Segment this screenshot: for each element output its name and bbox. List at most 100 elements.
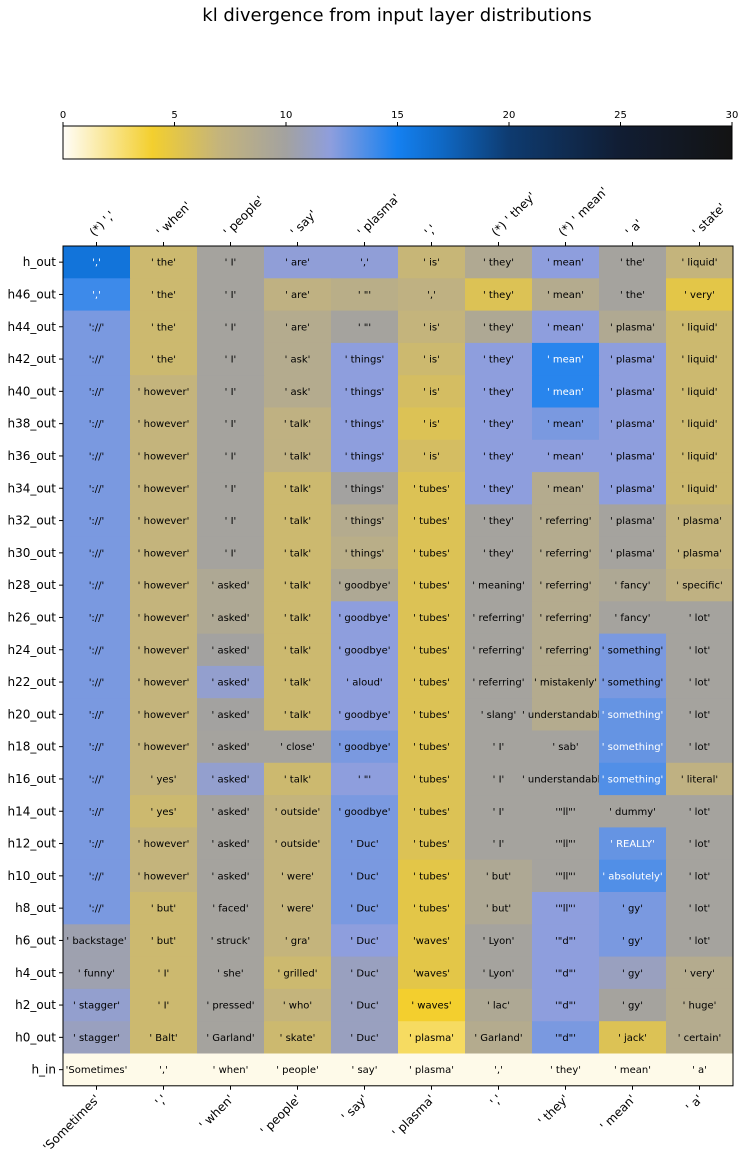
cell-token-label: ' referring'	[473, 613, 525, 624]
heatmap-cell	[666, 795, 734, 828]
heatmap-cell	[264, 310, 332, 344]
cell-token-label: ' talk'	[284, 548, 311, 559]
cell-token-label: ' close'	[280, 742, 314, 753]
cell-token-label: ' however'	[138, 387, 190, 398]
cell-token-label: 'waves'	[413, 936, 450, 947]
cell-token-label: ' tubes'	[413, 645, 450, 656]
cell-token-label: ' something'	[602, 678, 664, 689]
cell-token-label: ' mean'	[547, 387, 584, 398]
heatmap-cell	[264, 795, 332, 828]
heatmap-cell	[398, 924, 466, 958]
heatmap-cell	[130, 472, 198, 505]
row-label: h12_out	[7, 837, 56, 851]
heatmap-cell	[532, 924, 600, 958]
heatmap-cell	[130, 504, 198, 538]
cell-token-label: ' they'	[483, 290, 514, 301]
cell-token-label: ' they'	[483, 484, 514, 495]
heatmap-cell	[599, 924, 667, 958]
heatmap-cell	[465, 504, 533, 538]
heatmap-cell	[63, 536, 131, 570]
heatmap-cell	[130, 892, 198, 925]
heatmap-cell	[130, 310, 198, 344]
bottom-token-label: ' plasma'	[390, 1092, 438, 1140]
heatmap-cell	[666, 730, 734, 764]
cell-token-label: ' yes'	[151, 774, 177, 785]
heatmap-cell	[532, 310, 600, 344]
heatmap-cell	[666, 924, 734, 958]
cell-token-label: ' liquid'	[681, 258, 717, 269]
cell-token-label: ' however'	[138, 484, 190, 495]
heatmap-cell	[331, 439, 399, 473]
heatmap-cell	[130, 859, 198, 893]
cell-token-label: ' tubes'	[413, 807, 450, 818]
cell-token-label: ' plasma'	[610, 451, 655, 462]
cell-token-label: ' very'	[684, 290, 715, 301]
cell-token-label: ' things'	[345, 516, 385, 527]
heatmap-cell	[130, 407, 198, 441]
cell-token-label: ' Duc'	[350, 968, 378, 979]
cell-token-label: ' I'	[225, 516, 237, 527]
cell-token-label: ' liquid'	[681, 355, 717, 366]
heatmap-cell	[398, 504, 466, 538]
heatmap-cell	[599, 762, 667, 796]
heatmap-cell	[63, 407, 131, 441]
row-label: h8_out	[15, 901, 56, 915]
cell-token-label: ' dummy'	[609, 807, 656, 818]
cell-token-label: ' referring'	[540, 613, 592, 624]
row-label: h_in	[31, 1063, 56, 1077]
cell-token-label: ' are'	[285, 322, 310, 333]
cell-token-label: '"d"'	[555, 1001, 576, 1012]
cell-token-label: ' goodbye'	[338, 710, 390, 721]
heatmap-cell	[666, 342, 734, 376]
cell-token-label: ' liquid'	[681, 322, 717, 333]
row-label: h32_out	[7, 514, 56, 528]
cell-token-label: ' tubes'	[413, 839, 450, 850]
heatmap-cell	[398, 859, 466, 893]
heatmap-cell	[398, 375, 466, 408]
cell-token-label: ' gra'	[285, 936, 310, 947]
heatmap-cell	[666, 375, 734, 408]
heatmap-cell	[331, 375, 399, 408]
cell-token-label: '://'	[89, 710, 105, 721]
heatmap-cell	[63, 892, 131, 925]
cell-token-label: ' I'	[225, 258, 237, 269]
heatmap-cell	[666, 956, 734, 990]
cell-token-label: 'Sometimes'	[66, 1065, 128, 1076]
top-token-label: ' a'	[623, 217, 645, 239]
cell-token-label: ' asked'	[212, 678, 250, 689]
heatmap-cell	[197, 310, 265, 344]
heatmap-cell	[599, 342, 667, 376]
heatmap-cell	[398, 956, 466, 990]
heatmap-cell	[130, 665, 198, 699]
heatmap-cell	[599, 730, 667, 764]
heatmap-cell	[398, 665, 466, 699]
row-label: h2_out	[15, 998, 56, 1012]
cell-token-label: ' however'	[138, 678, 190, 689]
heatmap-cell	[465, 569, 533, 602]
heatmap-cell	[63, 504, 131, 538]
heatmap-cell	[197, 278, 265, 312]
bottom-token-label: 'Sometimes'	[40, 1092, 102, 1154]
cell-token-label: ' mean'	[547, 419, 584, 430]
heatmap-cell	[465, 601, 533, 635]
cell-token-label: ' very'	[684, 968, 715, 979]
cell-token-label: ' however'	[138, 516, 190, 527]
heatmap-cell	[465, 536, 533, 570]
cell-token-label: ' they'	[550, 1065, 581, 1076]
heatmap-cell	[331, 795, 399, 828]
heatmap-cell	[465, 762, 533, 796]
heatmap-cell	[532, 892, 600, 925]
heatmap-cell	[465, 342, 533, 376]
heatmap-cell	[599, 601, 667, 635]
cell-token-label: ' asked'	[212, 871, 250, 882]
heatmap-cell	[599, 633, 667, 667]
row-label: h46_out	[7, 287, 56, 301]
cell-token-label: '"ll"'	[555, 871, 575, 882]
cell-token-label: ' plasma'	[610, 516, 655, 527]
heatmap-cell	[465, 795, 533, 828]
heatmap-cell	[197, 762, 265, 796]
cell-token-label: ' talk'	[284, 710, 311, 721]
heatmap-cell	[130, 633, 198, 667]
cell-token-label: ' things'	[345, 484, 385, 495]
cell-token-label: ' however'	[138, 645, 190, 656]
